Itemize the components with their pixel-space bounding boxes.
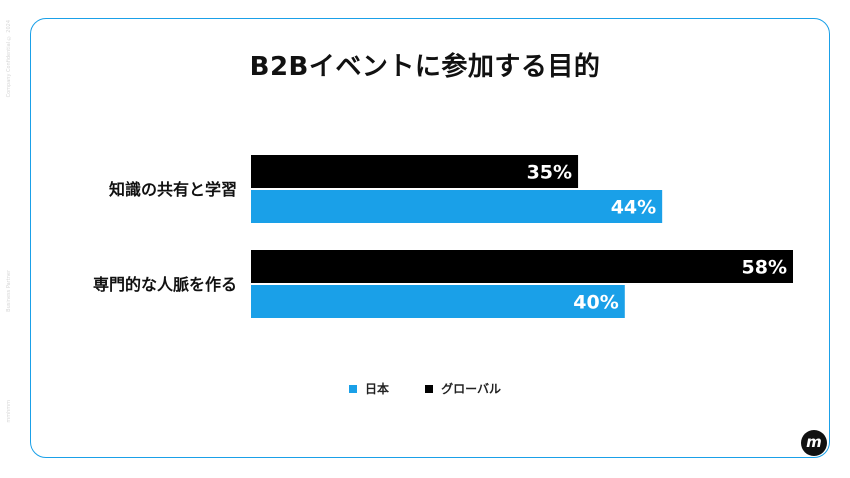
category-label: 専門的な人脈を作る xyxy=(93,275,237,294)
legend-swatch-global xyxy=(425,384,434,393)
legend-swatch-japan xyxy=(349,384,358,393)
legend: 日本 グローバル xyxy=(0,380,850,397)
bar-japan xyxy=(251,285,625,318)
bar-japan xyxy=(251,190,663,223)
legend-item-japan: 日本 xyxy=(349,380,389,397)
data-label-global: 35% xyxy=(527,162,572,184)
brand-logo: m xyxy=(801,430,827,456)
data-label-japan: 44% xyxy=(611,197,656,219)
legend-item-global: グローバル xyxy=(425,380,501,397)
legend-label-japan: 日本 xyxy=(365,382,390,396)
chart-title: B2Bイベントに参加する目的 xyxy=(249,52,601,82)
legend-label-global: グローバル xyxy=(441,382,501,396)
category-label: 知識の共有と学習 xyxy=(109,180,237,199)
bar-global xyxy=(251,155,579,188)
bar-global xyxy=(251,250,793,283)
data-label-japan: 40% xyxy=(573,292,618,314)
data-label-global: 58% xyxy=(742,257,787,279)
